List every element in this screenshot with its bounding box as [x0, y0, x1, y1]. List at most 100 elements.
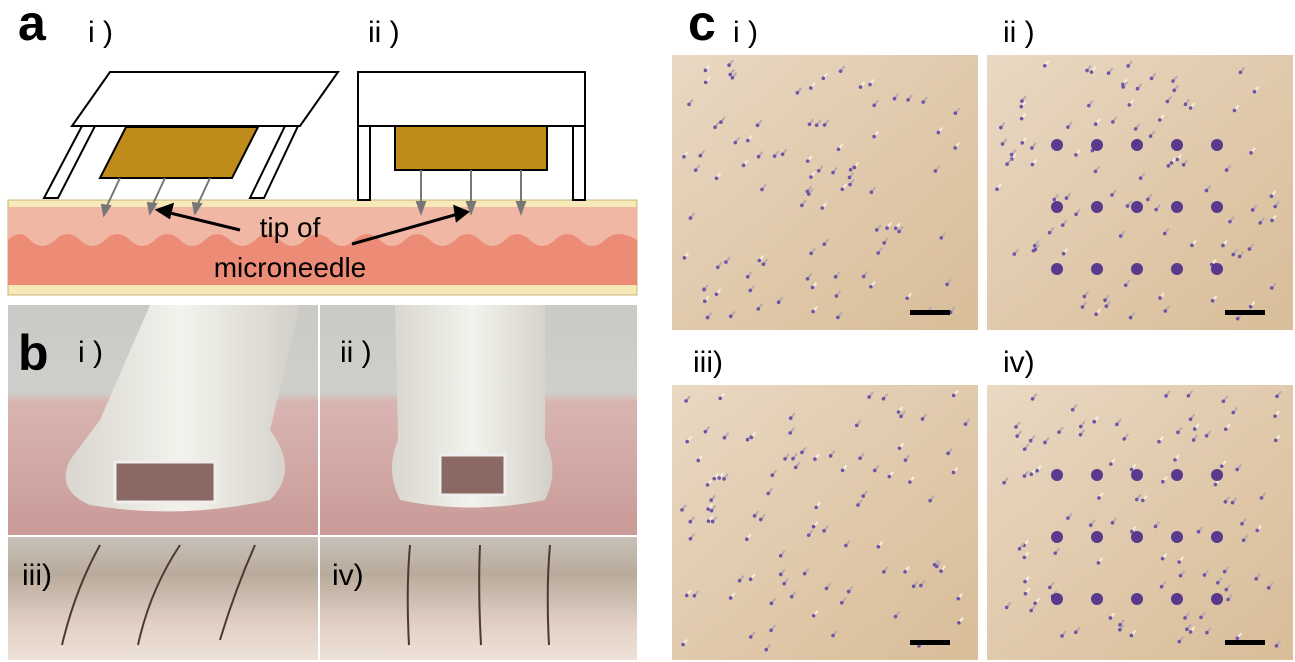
- sublabel: iv): [332, 559, 364, 592]
- dye-speck: [800, 204, 804, 208]
- dye-speck: [760, 188, 764, 192]
- dye-speck: [685, 440, 689, 444]
- dye-speck: [779, 554, 783, 558]
- dye-speck: [1167, 164, 1171, 168]
- dye-speck: [1122, 437, 1126, 441]
- dye-speck: [1239, 71, 1243, 75]
- dye-speck: [1224, 588, 1228, 592]
- dye-speck: [1231, 501, 1235, 505]
- dye-speck: [1033, 244, 1037, 248]
- dye-speck: [1211, 299, 1215, 303]
- dye-speck: [836, 316, 840, 320]
- dye-speck: [808, 123, 812, 127]
- dye-speck: [877, 545, 881, 549]
- dye-speck: [1203, 573, 1207, 577]
- dye-speck: [769, 628, 773, 632]
- dye-speck: [815, 123, 819, 127]
- dye-speck: [905, 296, 909, 300]
- dye-speck: [781, 152, 785, 156]
- dye-speck: [934, 169, 938, 173]
- dye-speck: [1197, 530, 1201, 534]
- dye-speck: [1273, 414, 1277, 418]
- dye-speck: [762, 262, 766, 266]
- dye-speck: [1172, 89, 1176, 93]
- dye-speck: [1173, 458, 1177, 462]
- dye-speck: [1109, 462, 1113, 466]
- dye-speck: [835, 294, 839, 298]
- dye-speck: [742, 164, 746, 168]
- dye-speck: [1094, 170, 1098, 174]
- dye-speck: [1185, 628, 1189, 632]
- dye-speck: [749, 577, 753, 581]
- dye-speck: [750, 436, 754, 440]
- dye-spot: [1131, 263, 1143, 275]
- sublabel: iv): [1003, 346, 1035, 379]
- dye-speck: [954, 111, 958, 115]
- dye-speck: [809, 175, 813, 179]
- dye-speck: [1062, 252, 1066, 256]
- dye-speck: [855, 424, 859, 428]
- dye-speck: [1189, 630, 1193, 634]
- dye-speck: [952, 471, 956, 475]
- dye-speck: [749, 635, 753, 639]
- dye-speck: [1235, 468, 1239, 472]
- dye-speck: [1048, 231, 1052, 235]
- dye-speck: [1149, 134, 1153, 138]
- dye-spot: [1171, 531, 1183, 543]
- dye-speck: [809, 86, 813, 90]
- dye-speck: [1187, 394, 1191, 398]
- dye-speck: [1251, 208, 1255, 212]
- dye-speck: [1242, 538, 1246, 542]
- dye-speck: [710, 509, 714, 513]
- dye-speck: [1163, 309, 1167, 313]
- panel-label: a: [18, 0, 47, 51]
- dye-speck: [1083, 295, 1087, 299]
- dye-speck: [1222, 399, 1226, 403]
- dye-speck: [773, 154, 777, 158]
- dye-speck: [1150, 77, 1154, 81]
- dye-spot: [1211, 531, 1223, 543]
- dye-spot: [1051, 531, 1063, 543]
- dye-speck: [1224, 500, 1228, 504]
- dye-speck: [1221, 244, 1225, 248]
- dye-speck: [1124, 283, 1128, 287]
- dye-speck: [1089, 523, 1093, 527]
- dye-speck: [687, 103, 691, 107]
- dye-speck: [1097, 561, 1101, 565]
- dye-speck: [811, 310, 815, 314]
- dye-speck: [1166, 100, 1170, 104]
- dye-speck: [1020, 141, 1024, 145]
- dye-speck: [921, 100, 925, 104]
- sublabel: ii ): [368, 16, 400, 49]
- dye-speck: [872, 135, 876, 139]
- dye-speck: [809, 252, 813, 256]
- dye-speck: [723, 436, 727, 440]
- dye-speck: [1065, 196, 1069, 200]
- dye-speck: [814, 506, 818, 510]
- dye-speck: [831, 634, 835, 638]
- dye-speck: [1189, 106, 1193, 110]
- dye-spot: [1051, 139, 1063, 151]
- dye-speck: [759, 518, 763, 522]
- dye-speck: [1111, 521, 1115, 525]
- dye-speck: [823, 242, 827, 246]
- dye-speck: [1270, 286, 1274, 290]
- dye-speck: [1240, 522, 1244, 526]
- dye-speck: [683, 256, 687, 260]
- dye-speck: [829, 454, 833, 458]
- dye-spot: [1051, 201, 1063, 213]
- dye-speck: [812, 525, 816, 529]
- dye-speck: [696, 459, 700, 463]
- dye-speck: [715, 176, 719, 180]
- dye-speck: [1092, 420, 1096, 424]
- dye-speck: [753, 514, 757, 518]
- dye-speck: [706, 507, 710, 511]
- dye-speck: [894, 226, 898, 230]
- dye-speck: [709, 498, 713, 502]
- dye-speck: [1161, 557, 1165, 561]
- dye-speck: [1020, 117, 1024, 121]
- dye-speck: [1249, 305, 1253, 309]
- dye-speck: [861, 494, 865, 498]
- dye-speck: [1029, 609, 1033, 613]
- dye-speck: [1223, 570, 1227, 574]
